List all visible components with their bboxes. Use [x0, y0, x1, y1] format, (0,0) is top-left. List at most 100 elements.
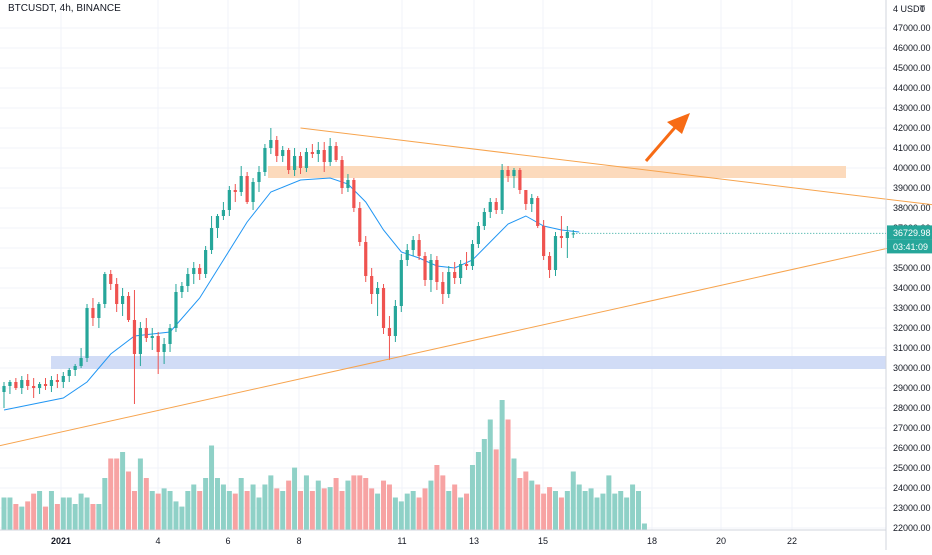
candle-body — [251, 182, 254, 202]
volume-bar — [399, 501, 404, 530]
price-tick-label: 47000.00 — [893, 23, 931, 33]
candle-body — [38, 384, 41, 388]
price-tick-label: 28000.00 — [893, 403, 931, 413]
volume-bar — [517, 478, 522, 530]
candle-body — [26, 380, 29, 386]
volume-bar — [144, 478, 149, 530]
candle-body — [418, 240, 421, 256]
chart-grid — [0, 0, 886, 530]
price-tick-label: 30000.00 — [893, 363, 931, 373]
candle-body — [394, 306, 397, 336]
symbol-header: BTCUSDT, 4h, BINANCE — [8, 3, 121, 14]
candle-body — [50, 380, 53, 386]
volume-bar — [393, 498, 398, 531]
price-tick-label: 38000.00 — [893, 203, 931, 213]
candle-body — [501, 170, 504, 210]
volume-bar — [328, 487, 333, 530]
time-tick-label: 4 — [155, 536, 160, 546]
candle-body — [222, 210, 225, 216]
volume-bar — [506, 420, 511, 531]
support-zone — [51, 356, 886, 369]
price-tick-label: 25000.00 — [893, 463, 931, 473]
candle-body — [163, 344, 166, 352]
candle-body — [97, 304, 100, 318]
candle-body — [139, 328, 142, 354]
corner-value-label: 0 — [920, 4, 925, 14]
candle-body — [512, 170, 515, 176]
candle-body — [447, 272, 450, 294]
volume-bar — [589, 488, 594, 530]
candle-body — [133, 320, 136, 354]
volume-bar — [500, 400, 505, 530]
volume-bar — [168, 491, 173, 530]
candle-body — [198, 268, 201, 274]
time-tick-label: 2021 — [51, 536, 71, 546]
volume-bar — [464, 494, 469, 530]
volume-bar — [577, 485, 582, 531]
candle-body — [346, 180, 349, 188]
candle-body — [435, 260, 438, 282]
volume-bar — [571, 472, 576, 531]
volume-bar — [191, 485, 196, 531]
candle-body — [334, 146, 337, 160]
candle-body — [62, 376, 65, 382]
price-tick-label: 22000.00 — [893, 523, 931, 533]
last-price-label: 36729.98 — [893, 228, 931, 238]
volume-bar — [126, 472, 131, 531]
candle-body — [127, 296, 130, 320]
price-tick-label: 45000.00 — [893, 63, 931, 73]
volume-bar — [55, 504, 60, 530]
candle-body — [441, 282, 444, 294]
candle-body — [246, 176, 249, 202]
candle-body — [32, 386, 35, 388]
price-tick-label: 34000.00 — [893, 283, 931, 293]
candle-body — [228, 190, 231, 210]
candle-body — [216, 216, 219, 228]
volume-bar — [523, 472, 528, 531]
volume-bar — [612, 494, 617, 530]
candle-body — [56, 380, 59, 382]
candle-body — [530, 198, 533, 204]
candle-body — [151, 336, 154, 338]
candle-body — [85, 308, 88, 358]
price-tick-label: 42000.00 — [893, 123, 931, 133]
candle-body — [2, 386, 5, 392]
volume-bar — [529, 481, 534, 530]
candle-body — [121, 296, 124, 304]
candle-body — [68, 370, 71, 376]
price-tick-label: 43000.00 — [893, 103, 931, 113]
volume-bar — [357, 475, 362, 530]
volume-bar — [233, 494, 238, 530]
price-tick-label: 33000.00 — [893, 303, 931, 313]
candle-body — [79, 358, 82, 366]
volume-bar — [606, 475, 611, 530]
volume-bar — [262, 485, 267, 531]
volume-bar — [375, 494, 380, 530]
candle-body — [305, 152, 308, 168]
candle-body — [275, 140, 278, 156]
volume-bar — [73, 504, 78, 530]
volume-bar — [340, 491, 345, 530]
volume-bar — [197, 491, 202, 530]
price-tick-label: 39000.00 — [893, 183, 931, 193]
volume-bar — [7, 498, 12, 531]
candle-body — [257, 172, 260, 182]
volume-bar — [13, 504, 18, 530]
volume-bar — [49, 491, 54, 530]
time-tick-label: 6 — [225, 536, 230, 546]
volume-bar — [298, 491, 303, 530]
volume-bar — [440, 475, 445, 530]
candle-body — [109, 274, 112, 284]
volume-bar — [227, 491, 232, 530]
volume-bar — [535, 485, 540, 531]
volume-bar — [209, 446, 214, 531]
volume-bar — [636, 491, 641, 530]
volume-bar — [31, 494, 36, 530]
volume-bar — [102, 478, 107, 530]
candle-body — [44, 384, 47, 386]
volume-bar — [185, 491, 190, 530]
volume-bar — [179, 507, 184, 530]
candle-body — [554, 236, 557, 270]
